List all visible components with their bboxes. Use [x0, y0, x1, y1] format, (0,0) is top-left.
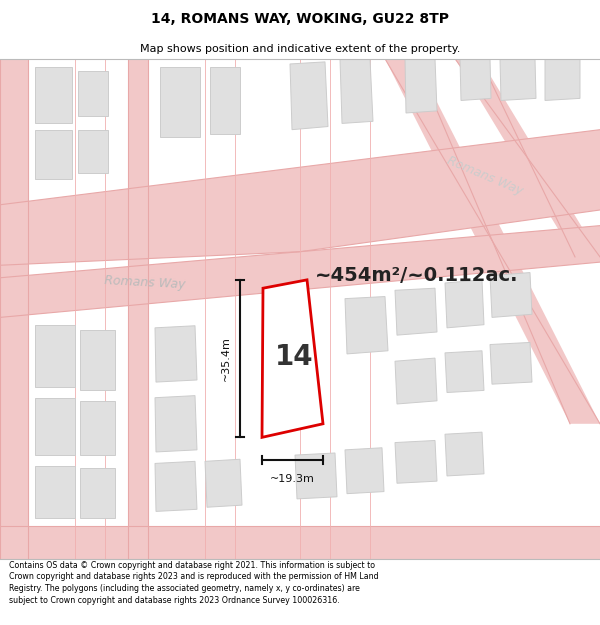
- Polygon shape: [35, 466, 75, 518]
- Polygon shape: [205, 459, 242, 508]
- Polygon shape: [80, 468, 115, 518]
- Polygon shape: [395, 288, 437, 335]
- Polygon shape: [500, 59, 536, 101]
- Polygon shape: [0, 59, 28, 559]
- Polygon shape: [405, 59, 437, 113]
- Text: Romans Way: Romans Way: [445, 154, 525, 198]
- Polygon shape: [445, 432, 484, 476]
- Polygon shape: [340, 59, 373, 123]
- Polygon shape: [345, 448, 384, 494]
- Polygon shape: [295, 453, 337, 499]
- Polygon shape: [0, 526, 600, 559]
- Polygon shape: [395, 358, 437, 404]
- Polygon shape: [385, 59, 600, 424]
- Polygon shape: [545, 59, 580, 101]
- Polygon shape: [273, 338, 307, 394]
- Text: Romans Way: Romans Way: [104, 274, 186, 292]
- Polygon shape: [35, 325, 75, 388]
- Polygon shape: [210, 67, 240, 134]
- Polygon shape: [445, 280, 484, 328]
- Polygon shape: [155, 461, 197, 511]
- Polygon shape: [290, 62, 328, 129]
- Polygon shape: [155, 326, 197, 382]
- Text: 14, ROMANS WAY, WOKING, GU22 8TP: 14, ROMANS WAY, WOKING, GU22 8TP: [151, 12, 449, 26]
- Polygon shape: [160, 67, 200, 137]
- Text: Contains OS data © Crown copyright and database right 2021. This information is : Contains OS data © Crown copyright and d…: [9, 561, 379, 605]
- Text: ~35.4m: ~35.4m: [221, 336, 231, 381]
- Polygon shape: [78, 71, 108, 116]
- Polygon shape: [445, 351, 484, 392]
- Text: ~454m²/~0.112ac.: ~454m²/~0.112ac.: [315, 266, 518, 285]
- Polygon shape: [0, 226, 600, 318]
- Polygon shape: [78, 129, 108, 174]
- Polygon shape: [80, 401, 115, 455]
- Text: 14: 14: [274, 343, 313, 371]
- Polygon shape: [35, 398, 75, 455]
- Polygon shape: [155, 396, 197, 452]
- Polygon shape: [0, 129, 600, 265]
- Polygon shape: [35, 67, 72, 123]
- Polygon shape: [80, 330, 115, 391]
- Polygon shape: [345, 296, 388, 354]
- Polygon shape: [490, 342, 532, 384]
- Polygon shape: [455, 59, 600, 257]
- Polygon shape: [490, 272, 532, 318]
- Polygon shape: [128, 59, 148, 559]
- Polygon shape: [395, 441, 437, 483]
- Text: ~19.3m: ~19.3m: [270, 474, 315, 484]
- Polygon shape: [460, 59, 491, 101]
- Polygon shape: [262, 280, 323, 438]
- Text: Map shows position and indicative extent of the property.: Map shows position and indicative extent…: [140, 44, 460, 54]
- Polygon shape: [35, 129, 72, 179]
